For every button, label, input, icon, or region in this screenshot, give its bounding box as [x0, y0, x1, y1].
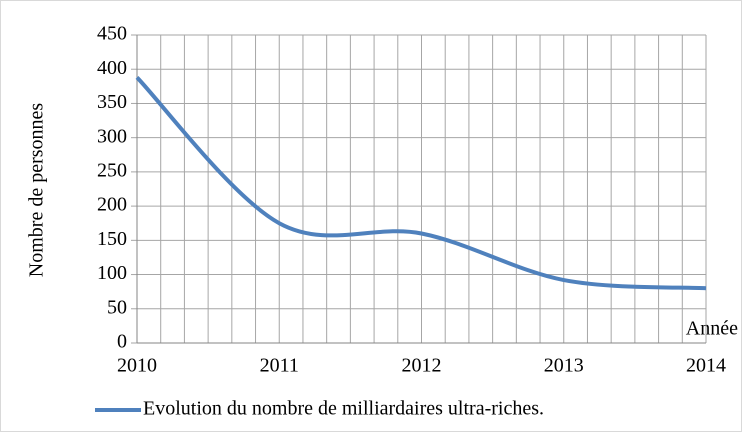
x-tick-label: 2014	[686, 355, 726, 377]
y-tick-label: 450	[97, 23, 127, 45]
x-tick-label: 2013	[544, 355, 584, 377]
y-tick-label: 200	[97, 194, 127, 216]
y-tick-label: 100	[97, 262, 127, 284]
x-tick-label: 2010	[117, 355, 157, 377]
y-tick-label: 150	[97, 228, 127, 250]
y-tick-label: 400	[97, 57, 127, 79]
legend-label: Evolution du nombre de milliardaires ult…	[143, 398, 544, 420]
y-axis-label: Nombre de personnes	[26, 103, 48, 278]
x-tick-label: 2011	[260, 355, 299, 377]
x-axis-label: Année	[686, 318, 738, 340]
x-tick-label: 2012	[402, 355, 442, 377]
y-tick-label: 0	[117, 331, 127, 353]
y-tick-label: 350	[97, 91, 127, 113]
y-tick-label: 300	[97, 125, 127, 147]
y-tick-label: 50	[107, 296, 127, 318]
line-series	[135, 76, 707, 291]
y-tick-label: 250	[97, 159, 127, 181]
